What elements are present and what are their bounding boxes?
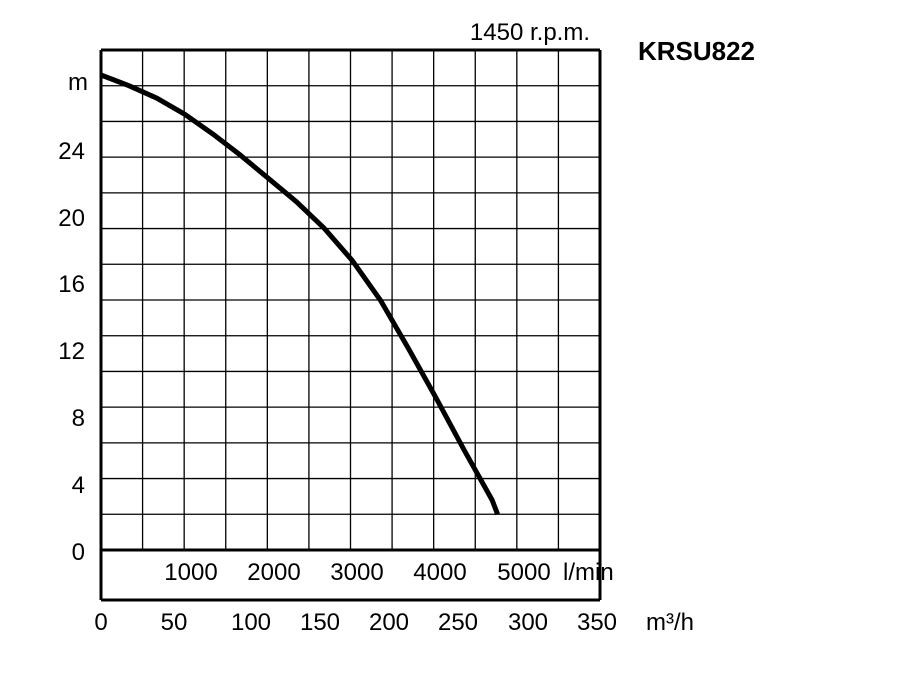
curve-layer — [100, 72, 500, 516]
y-tick-8: 8 — [72, 405, 85, 432]
y-tick-20: 20 — [58, 205, 85, 232]
y-tick-12: 12 — [58, 338, 85, 365]
y-tick-16: 16 — [58, 271, 85, 298]
x-tick-100: 100 — [231, 609, 271, 636]
x-axis-label: m³/h — [646, 609, 694, 636]
lmin-unit-label: l/min — [563, 559, 614, 586]
lmin-tick-5000: 5000 — [497, 559, 550, 586]
y-tick-0: 0 — [72, 539, 85, 566]
x-tick-350: 350 — [577, 609, 617, 636]
x-tick-50: 50 — [161, 609, 188, 636]
head-curve-series-0 — [100, 72, 500, 516]
y-tick-4: 4 — [72, 472, 85, 499]
model-title: KRSU822 — [638, 36, 755, 66]
x-tick-250: 250 — [438, 609, 478, 636]
x-tick-150: 150 — [300, 609, 340, 636]
grid — [99, 48, 602, 602]
y-axis-label: m — [68, 69, 88, 96]
x-tick-0: 0 — [94, 609, 107, 636]
y-tick-24: 24 — [58, 138, 85, 165]
lmin-tick-3000: 3000 — [330, 559, 383, 586]
lmin-tick-2000: 2000 — [247, 559, 300, 586]
x-tick-200: 200 — [369, 609, 409, 636]
lmin-tick-4000: 4000 — [413, 559, 466, 586]
x-tick-300: 300 — [508, 609, 548, 636]
lmin-tick-1000: 1000 — [164, 559, 217, 586]
speed-label: 1450 r.p.m. — [470, 19, 590, 46]
